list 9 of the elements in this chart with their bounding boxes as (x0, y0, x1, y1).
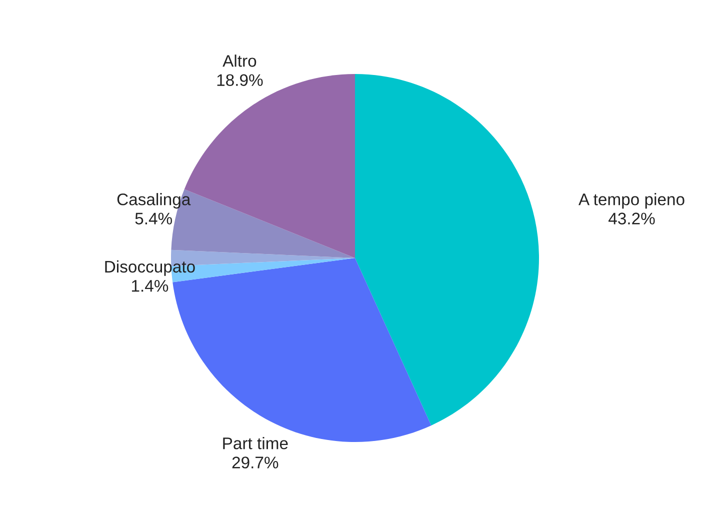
data-label: 29.7% (232, 456, 278, 468)
slice-label: Casalinga (117, 193, 191, 209)
data-label: 5.4% (135, 212, 172, 224)
slice-label: Part time (223, 437, 288, 450)
data-label: 43.2% (608, 212, 655, 224)
data-label: 1.4% (132, 280, 168, 292)
slice-label: A tempo pieno (578, 193, 684, 209)
slice-label: Altro (222, 54, 256, 67)
data-label: 18.9% (217, 74, 263, 86)
